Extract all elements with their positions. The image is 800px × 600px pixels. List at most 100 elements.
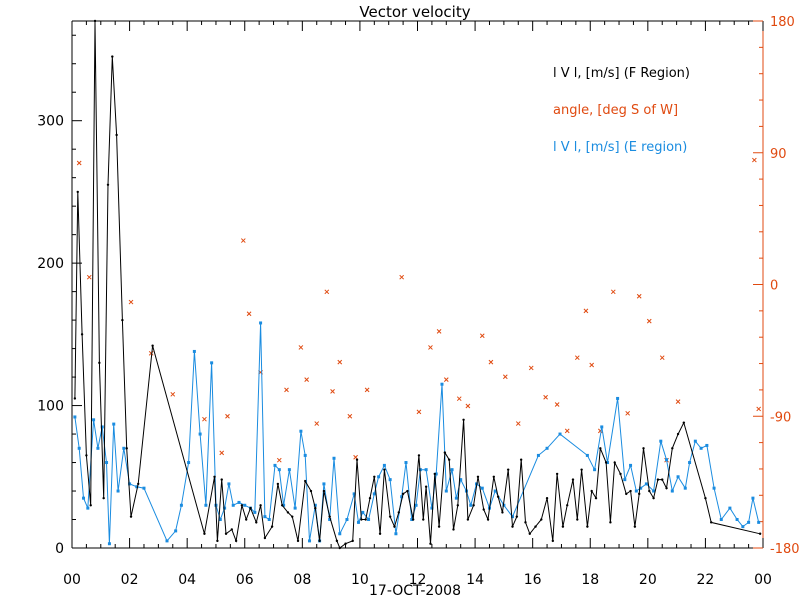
angle-point-stroke bbox=[202, 416, 207, 422]
e-region-point bbox=[683, 486, 687, 490]
e-region-point bbox=[747, 520, 751, 524]
f-region-point bbox=[406, 489, 409, 493]
angle-point-stroke bbox=[574, 355, 580, 361]
e-region-point bbox=[227, 482, 231, 486]
angle-point-stroke bbox=[675, 399, 681, 404]
e-region-point bbox=[606, 461, 610, 465]
e-region-point bbox=[424, 468, 428, 472]
f-region-point bbox=[594, 496, 598, 500]
e-region-point bbox=[410, 518, 414, 522]
angle-point bbox=[364, 387, 370, 393]
f-region-point bbox=[424, 485, 428, 488]
e-region-point bbox=[116, 489, 120, 493]
f-region-point bbox=[85, 454, 88, 457]
e-region-point bbox=[96, 446, 100, 450]
f-region-point bbox=[661, 478, 664, 481]
f-region-point bbox=[280, 504, 284, 507]
e-region-point bbox=[585, 453, 589, 457]
f-region-point bbox=[506, 468, 510, 471]
e-region-point bbox=[659, 439, 663, 443]
angle-point bbox=[443, 377, 449, 383]
f-region-point bbox=[80, 333, 84, 336]
f-region-point bbox=[397, 511, 400, 514]
f-region-point bbox=[652, 496, 655, 500]
angle-point bbox=[752, 157, 757, 163]
legend-e-region: l V l, [m/s] (E region) bbox=[553, 140, 687, 155]
e-region-point bbox=[616, 396, 620, 400]
angle-point bbox=[554, 402, 560, 407]
f-region-point bbox=[322, 489, 326, 493]
x-tick-label: 20 bbox=[639, 572, 657, 588]
angle-point bbox=[219, 450, 225, 456]
e-region-point bbox=[303, 453, 307, 457]
e-region-point bbox=[665, 458, 669, 462]
angle-point-stroke bbox=[756, 406, 762, 412]
f-region-point bbox=[501, 511, 504, 514]
f-region-point bbox=[534, 525, 537, 528]
x-tick-label: 10 bbox=[351, 572, 369, 588]
angle-point bbox=[347, 413, 353, 419]
angle-point bbox=[284, 387, 289, 393]
e-region-point bbox=[273, 463, 277, 467]
angle-point bbox=[298, 345, 304, 350]
f-region-point bbox=[76, 190, 79, 194]
f-region-point bbox=[619, 472, 622, 476]
e-region-point bbox=[179, 503, 183, 507]
e-region-point bbox=[267, 518, 271, 522]
e-region-point bbox=[372, 492, 376, 496]
angle-point bbox=[225, 413, 230, 419]
angle-point-stroke bbox=[170, 391, 176, 397]
f-region-point bbox=[758, 532, 762, 535]
e-region-point bbox=[741, 525, 745, 529]
f-region-point bbox=[203, 532, 206, 535]
e-region-point bbox=[414, 503, 418, 507]
x-tick-label: 08 bbox=[293, 572, 311, 588]
e-region-point bbox=[192, 349, 196, 353]
angle-point-stroke bbox=[636, 293, 642, 299]
f-region-point bbox=[604, 461, 608, 464]
e-region-point bbox=[313, 503, 317, 507]
f-region-point bbox=[637, 492, 641, 496]
e-region-point bbox=[142, 486, 146, 490]
angle-point-stroke bbox=[298, 345, 304, 350]
e-region-point bbox=[377, 475, 381, 479]
angle-point-stroke bbox=[337, 359, 343, 365]
e-region-point bbox=[676, 475, 680, 479]
e-region-point bbox=[536, 453, 540, 457]
e-region-point bbox=[237, 500, 241, 504]
e-region-point bbox=[751, 496, 755, 500]
angle-point-stroke bbox=[583, 308, 589, 314]
e-region-point bbox=[623, 478, 627, 482]
angle-point-stroke bbox=[364, 387, 370, 393]
e-region-point bbox=[338, 532, 342, 536]
x-tick-label: 02 bbox=[121, 572, 139, 588]
angle-point-stroke bbox=[515, 421, 521, 426]
angle-point bbox=[646, 318, 652, 324]
f-region-point bbox=[476, 475, 480, 478]
angle-point bbox=[314, 421, 320, 426]
angle-point bbox=[659, 355, 665, 361]
x-tick-label: 00 bbox=[63, 572, 81, 588]
f-region-point bbox=[102, 496, 105, 500]
angle-point-stroke bbox=[240, 238, 246, 243]
f-region-point bbox=[291, 515, 294, 518]
angle-point-stroke bbox=[86, 274, 92, 280]
e-region-point bbox=[332, 456, 336, 460]
e-region-point bbox=[198, 432, 202, 436]
angle-point bbox=[502, 374, 508, 380]
y-left-tick-label: 200 bbox=[37, 256, 64, 272]
chart-title: Vector velocity bbox=[359, 3, 470, 21]
f-region-point bbox=[629, 489, 632, 493]
angle-point bbox=[756, 406, 762, 412]
e-region-point bbox=[223, 506, 227, 510]
f-region-point bbox=[625, 492, 628, 496]
f-region-point bbox=[576, 518, 579, 521]
e-region-point bbox=[670, 489, 674, 493]
f-region-point bbox=[98, 361, 101, 365]
e-region-point bbox=[165, 539, 169, 543]
x-tick-label: 04 bbox=[178, 572, 196, 588]
e-region-point bbox=[100, 425, 104, 429]
angle-point bbox=[240, 238, 246, 243]
f-region-point bbox=[528, 532, 531, 535]
f-region-point bbox=[519, 458, 523, 461]
